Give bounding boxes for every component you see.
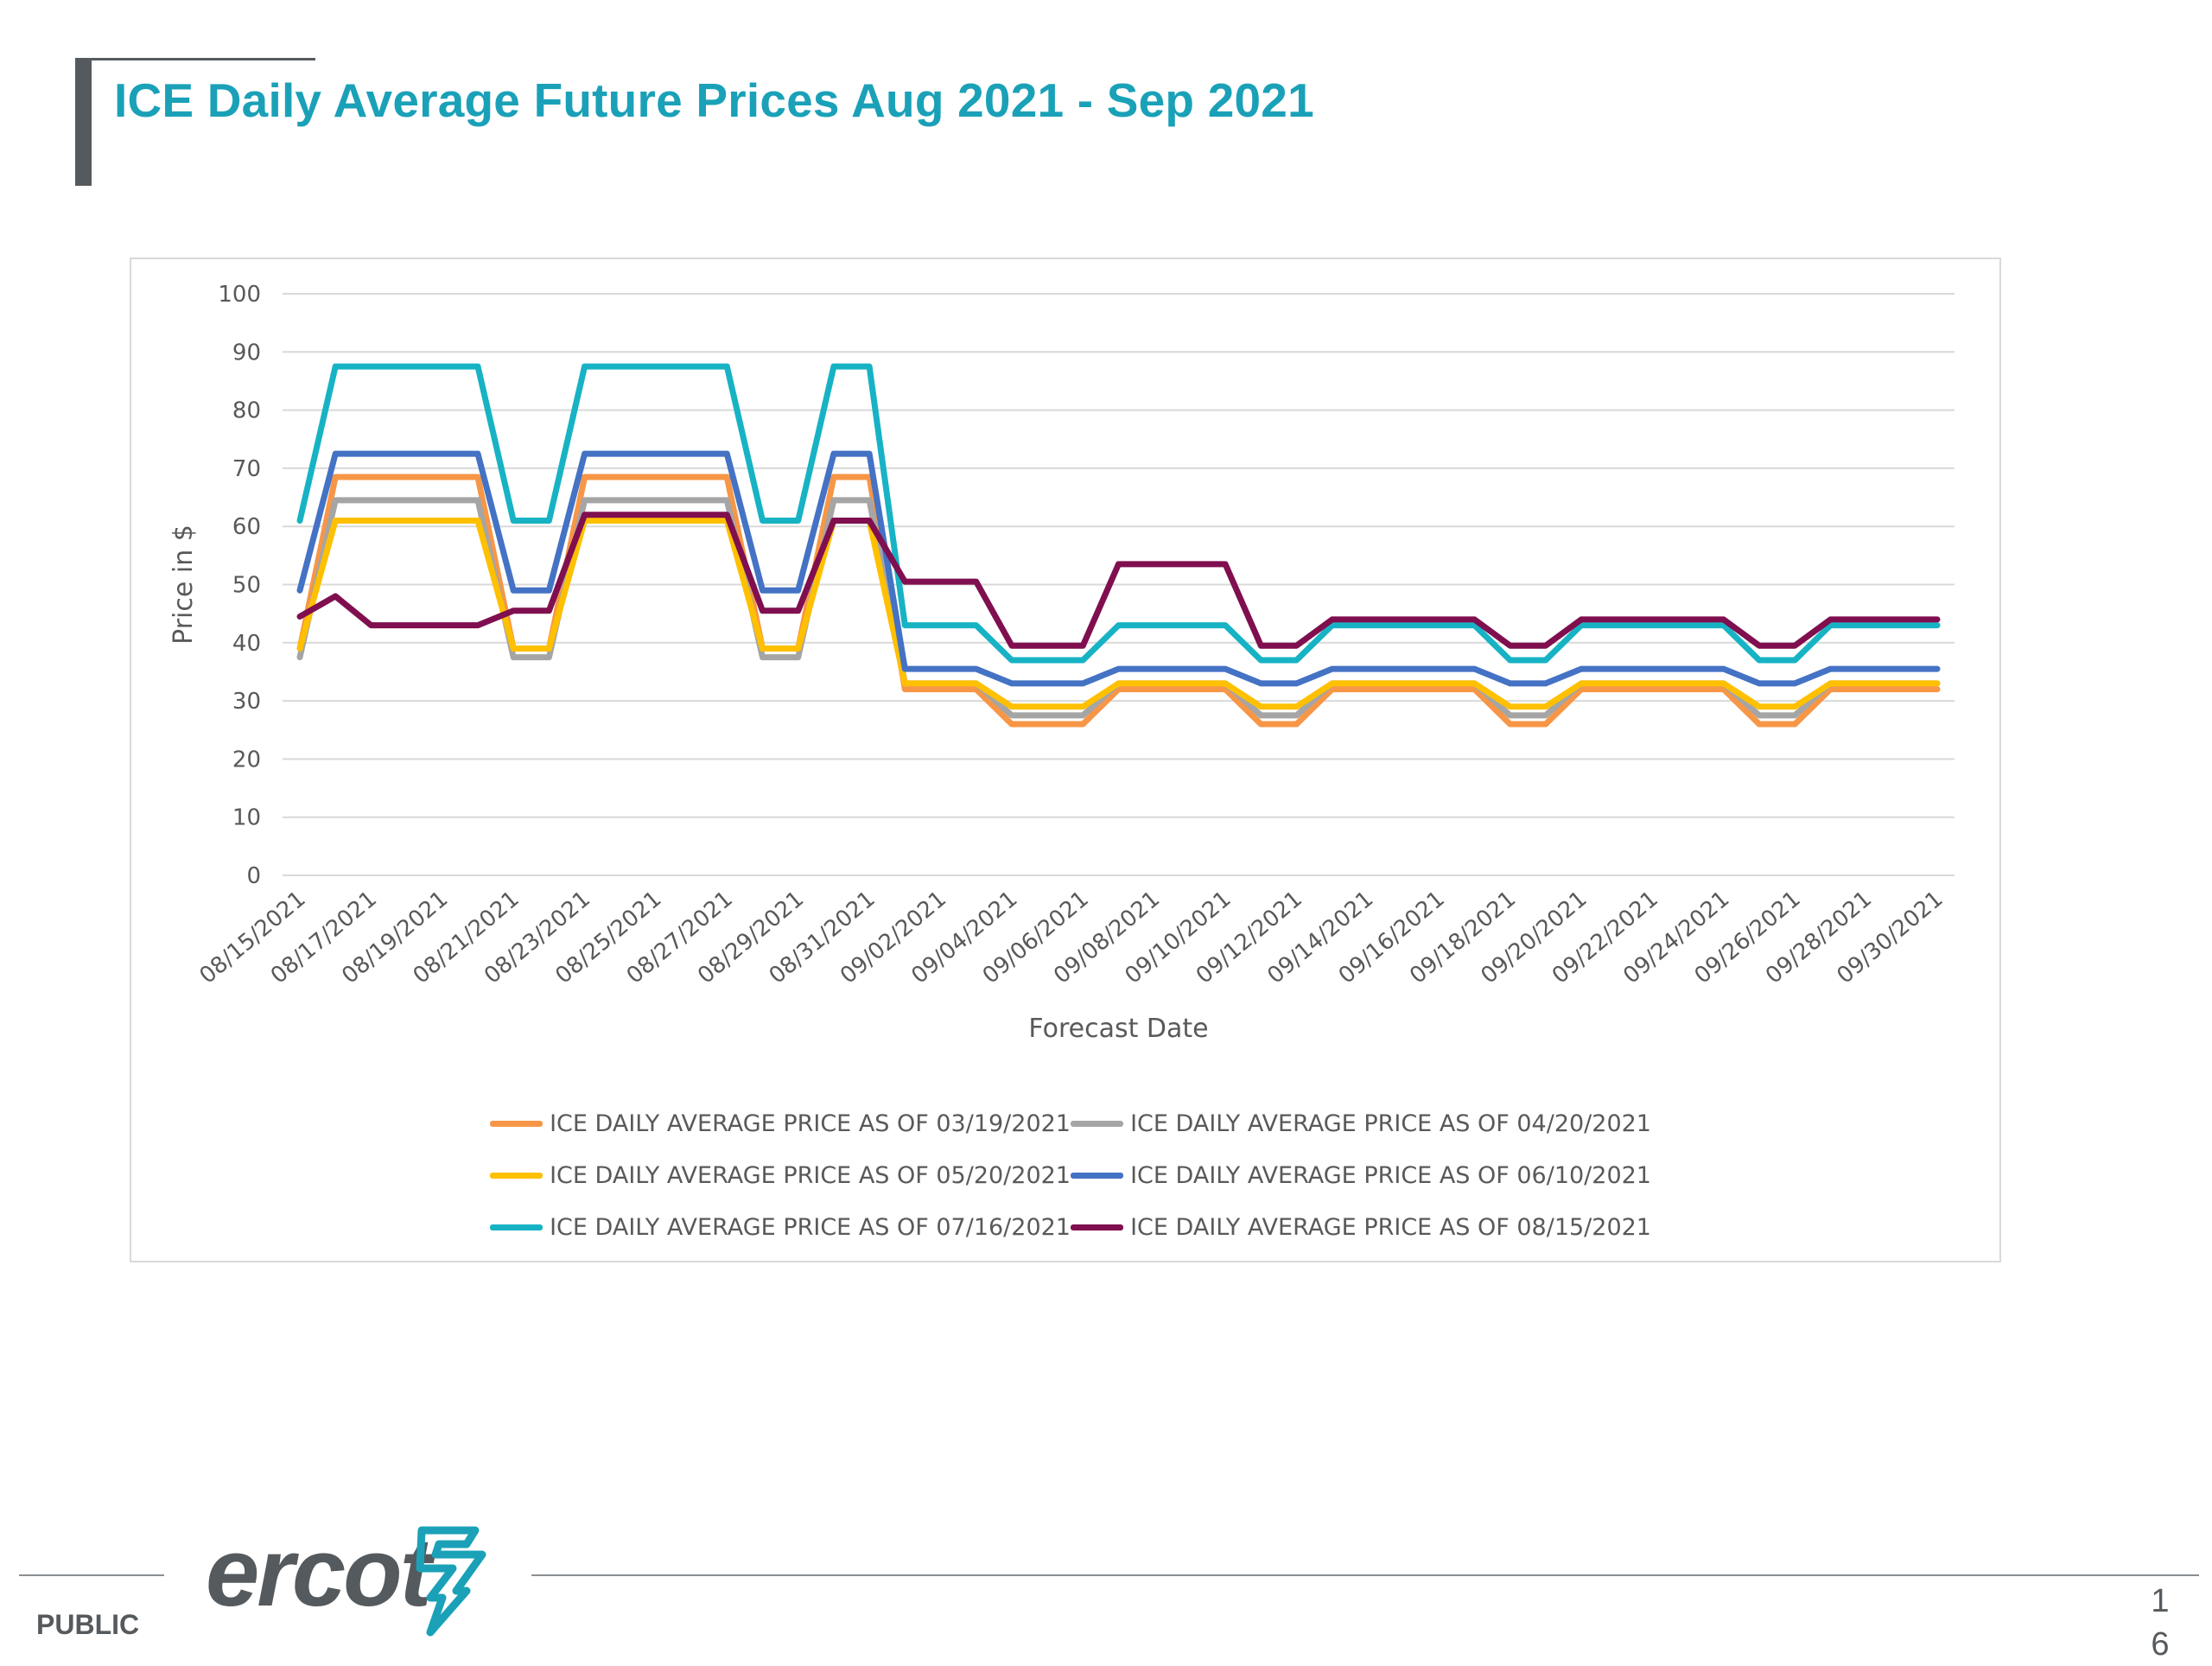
footer-divider-left	[19, 1574, 164, 1576]
legend-item: ICE DAILY AVERAGE PRICE AS OF 07/16/2021	[490, 1214, 1071, 1241]
page-number: 1 6	[2134, 1580, 2186, 1666]
legend-swatch-icon	[490, 1224, 543, 1230]
legend-label: ICE DAILY AVERAGE PRICE AS OF 08/15/2021	[1130, 1213, 1651, 1241]
chart-legend: ICE DAILY AVERAGE PRICE AS OF 03/19/2021…	[490, 1097, 1717, 1253]
legend-item: ICE DAILY AVERAGE PRICE AS OF 03/19/2021	[490, 1110, 1071, 1137]
y-tick-label: 60	[232, 514, 261, 540]
page-number-line1: 1	[2151, 1583, 2170, 1619]
line-chart: 010203040506070809010008/15/202108/17/20…	[168, 282, 1955, 1044]
slide-title: ICE Daily Average Future Prices Aug 2021…	[114, 73, 1314, 127]
logo-wordmark: ercot	[206, 1518, 432, 1626]
y-axis-title: Price in $	[168, 525, 199, 645]
legend-label: ICE DAILY AVERAGE PRICE AS OF 07/16/2021	[550, 1213, 1071, 1241]
title-accent-bar	[75, 58, 92, 186]
y-tick-label: 10	[232, 805, 261, 831]
series-line	[296, 450, 1941, 687]
title-accent-line	[75, 58, 315, 60]
y-tick-label: 20	[232, 747, 261, 773]
y-tick-label: 0	[246, 863, 261, 889]
ercot-logo: ercot	[206, 1517, 486, 1637]
y-tick-label: 40	[232, 631, 261, 657]
legend-row: ICE DAILY AVERAGE PRICE AS OF 07/16/2021…	[490, 1201, 1717, 1253]
footer-divider-right	[531, 1574, 2199, 1576]
y-tick-label: 70	[232, 456, 261, 482]
legend-swatch-icon	[1071, 1120, 1124, 1127]
legend-row: ICE DAILY AVERAGE PRICE AS OF 03/19/2021…	[490, 1097, 1717, 1149]
legend-item: ICE DAILY AVERAGE PRICE AS OF 06/10/2021	[1071, 1162, 1651, 1189]
legend-swatch-icon	[1071, 1172, 1124, 1179]
y-tick-label: 30	[232, 689, 261, 715]
legend-label: ICE DAILY AVERAGE PRICE AS OF 04/20/2021	[1130, 1110, 1651, 1137]
y-tick-label: 50	[232, 573, 261, 599]
legend-label: ICE DAILY AVERAGE PRICE AS OF 03/19/2021	[550, 1110, 1071, 1137]
page-number-line2: 6	[2151, 1626, 2170, 1663]
series-line	[296, 512, 1941, 649]
x-axis-title: Forecast Date	[1028, 1014, 1208, 1044]
series-line	[296, 363, 1941, 664]
legend-label: ICE DAILY AVERAGE PRICE AS OF 05/20/2021	[550, 1161, 1071, 1189]
legend-item: ICE DAILY AVERAGE PRICE AS OF 08/15/2021	[1071, 1214, 1651, 1241]
legend-swatch-icon	[490, 1120, 543, 1127]
series-line	[296, 518, 1941, 710]
y-tick-label: 80	[232, 398, 261, 424]
legend-swatch-icon	[1071, 1224, 1124, 1230]
y-tick-label: 100	[218, 282, 261, 308]
legend-row: ICE DAILY AVERAGE PRICE AS OF 05/20/2021…	[490, 1149, 1717, 1201]
logo-bolt-icon	[416, 1526, 486, 1637]
legend-item: ICE DAILY AVERAGE PRICE AS OF 05/20/2021	[490, 1162, 1071, 1189]
chart-frame: 0 10 20 30 40 50 60 70 80 90 100 08/15/2021 08/17/20…	[130, 258, 2001, 1262]
classification-label: PUBLIC	[36, 1609, 140, 1640]
legend-label: ICE DAILY AVERAGE PRICE AS OF 06/10/2021	[1130, 1161, 1651, 1189]
series-line	[296, 474, 1941, 728]
legend-item: ICE DAILY AVERAGE PRICE AS OF 04/20/2021	[1071, 1110, 1651, 1137]
legend-swatch-icon	[490, 1172, 543, 1179]
y-tick-label: 90	[232, 340, 261, 366]
